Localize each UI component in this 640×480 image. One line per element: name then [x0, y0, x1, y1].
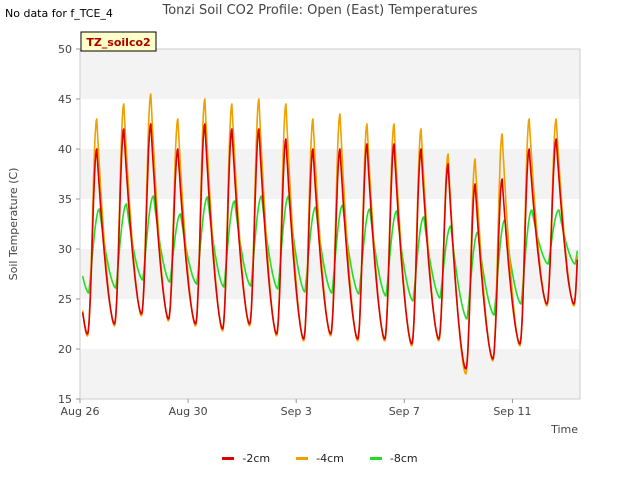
x-tick-label: Sep 7	[389, 405, 420, 418]
legend-label-2cm: -2cm	[242, 452, 271, 465]
legend-item-8cm: -8cm	[369, 452, 418, 465]
x-axis-ticks: Aug 26 Aug 30 Sep 3 Sep 7 Sep 11	[61, 399, 532, 418]
no-data-note: No data for f_TCE_4	[5, 7, 113, 20]
y-tick-label: 45	[58, 93, 72, 106]
y-tick-label: 50	[58, 43, 72, 56]
legend-label-4cm: -4cm	[316, 452, 344, 465]
x-tick-label: Sep 11	[493, 405, 531, 418]
grid-band	[80, 99, 580, 149]
plot-frame	[79, 48, 581, 400]
x-tick-label: Sep 3	[281, 405, 312, 418]
grid-band	[80, 149, 580, 199]
x-axis-label: Time	[550, 423, 578, 436]
y-tick-label: 30	[58, 243, 72, 256]
series-line-minus-2cm	[81, 123, 579, 370]
series-line-minus-8cm	[81, 195, 579, 320]
y-tick-label: 15	[58, 393, 72, 406]
legend-swatch-2cm	[222, 457, 235, 460]
y-tick-label: 20	[58, 343, 72, 356]
y-tick-label: 35	[58, 193, 72, 206]
legend-swatch-4cm	[296, 457, 309, 460]
grid-band	[80, 49, 580, 99]
x-tick-label: Aug 30	[169, 405, 208, 418]
legend-label-8cm: -8cm	[389, 452, 418, 465]
legend-item-4cm: -4cm	[296, 452, 344, 465]
legend: -2cm -4cm -8cm	[0, 452, 640, 465]
badge: TZ_soilco2	[80, 31, 157, 52]
grid-band	[80, 349, 580, 399]
series-lines	[81, 93, 579, 375]
grid-band	[80, 299, 580, 349]
badge-box	[80, 31, 157, 52]
badge-label: TZ_soilco2	[86, 36, 150, 49]
y-axis-label: Soil Temperature (C)	[7, 168, 20, 281]
legend-swatch-8cm	[369, 457, 382, 460]
legend-item-2cm: -2cm	[222, 452, 270, 465]
y-axis-ticks: 15 20 25 30 35 40 45 50	[58, 43, 80, 406]
y-tick-label: 25	[58, 293, 72, 306]
grid-band	[80, 199, 580, 249]
x-tick-label: Aug 26	[61, 405, 100, 418]
chart-title: Tonzi Soil CO2 Profile: Open (East) Temp…	[162, 3, 478, 18]
y-tick-label: 40	[58, 143, 72, 156]
